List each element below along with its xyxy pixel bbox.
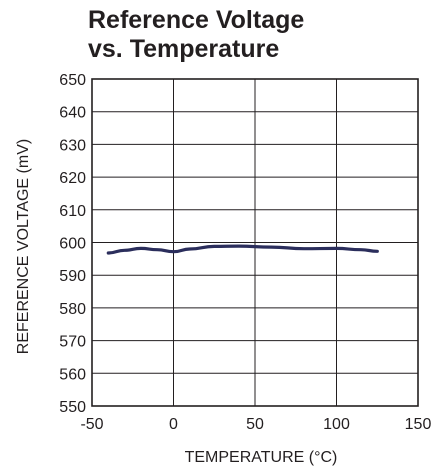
y-axis-label: REFERENCE VOLTAGE (mV) [15, 139, 32, 354]
y-tick-label: 590 [59, 268, 86, 285]
tick-labels: 550 560 570 580 590 600 610 620 630 640 650 -50 0 50 1… [59, 72, 431, 433]
series [106, 244, 379, 255]
chart-title: Reference Voltage vs. Temperature [88, 6, 304, 64]
x-tick-label: 100 [323, 416, 350, 433]
y-tick-label: 560 [59, 366, 86, 383]
grid [92, 79, 418, 406]
y-tick-label: 630 [59, 137, 86, 154]
y-tick-label: 640 [59, 105, 86, 122]
x-axis-label: TEMPERATURE (°C) [185, 449, 338, 466]
y-tick-label: 570 [59, 334, 86, 351]
plot-frame [91, 78, 419, 407]
x-tick-label: 50 [246, 416, 264, 433]
x-tick-label: -50 [80, 416, 103, 433]
y-tick-label: 600 [59, 236, 86, 253]
y-tick-label: 650 [59, 72, 86, 89]
series-line [106, 244, 379, 255]
x-tick-label: 0 [169, 416, 178, 433]
y-tick-label: 610 [59, 203, 86, 220]
y-tick-label: 580 [59, 301, 86, 318]
chart-title-line-1: Reference Voltage [88, 6, 305, 34]
chart-title-line-2: vs. Temperature [88, 35, 280, 63]
y-tick-label: 620 [59, 170, 86, 187]
x-tick-label: 150 [405, 416, 432, 433]
y-tick-label: 550 [59, 399, 86, 416]
